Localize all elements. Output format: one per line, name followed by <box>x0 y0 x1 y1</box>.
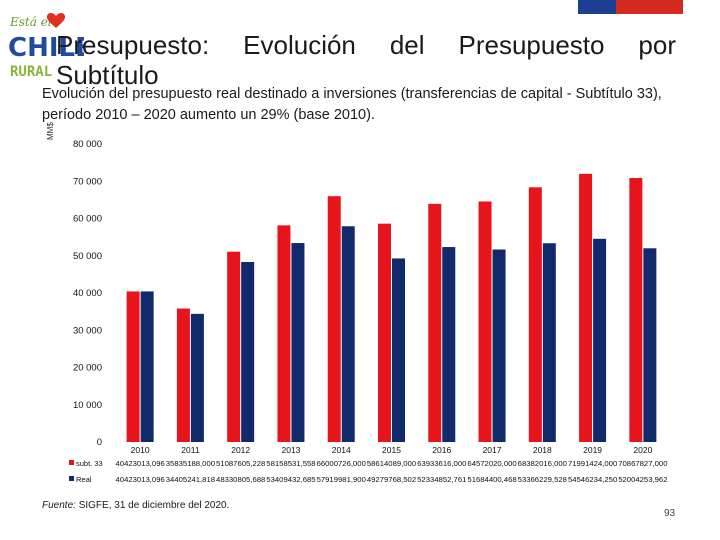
x-tick-label: 2010 <box>131 445 150 455</box>
bar-subt33-2019 <box>579 173 593 442</box>
source-note: Fuente: SIGFE, 31 de diciembre del 2020. <box>42 500 229 511</box>
bar-subt33-2013 <box>277 225 291 442</box>
bar-subt33-2011 <box>176 308 190 442</box>
table-cell: 40423013,096 <box>116 475 165 484</box>
y-tick-label: 40 000 <box>73 288 102 299</box>
y-tick-label: 70 000 <box>73 176 102 187</box>
bar-real-2017 <box>492 249 506 442</box>
chile-flag-stripe <box>578 0 683 14</box>
x-tick-label: 2014 <box>332 445 351 455</box>
table-cell: 53366229,528 <box>518 475 567 484</box>
x-tick-label: 2017 <box>483 445 502 455</box>
table-cell: 71991424,000 <box>568 459 617 468</box>
y-tick-label: 30 000 <box>73 325 102 336</box>
bar-subt33-2015 <box>378 223 391 442</box>
table-cell: 53409432,685 <box>266 475 315 484</box>
bar-subt33-2018 <box>528 187 542 442</box>
page-title: Presupuesto: Evolución del Presupuesto p… <box>56 30 676 90</box>
y-tick-label: 80 000 <box>73 139 102 150</box>
bar-subt33-2010 <box>126 291 140 442</box>
logo-bottom-text: RURAL <box>10 64 52 80</box>
table-cell: 35835188,000 <box>166 459 215 468</box>
y-tick-label: 60 000 <box>73 214 102 225</box>
x-tick-label: 2018 <box>533 445 552 455</box>
bar-real-2018 <box>542 243 556 442</box>
bar-subt33-2012 <box>227 251 241 442</box>
bar-real-2016 <box>442 247 456 442</box>
bar-real-2010 <box>140 291 154 442</box>
chile-rural-logo: Está el CHILE RURAL <box>8 13 84 80</box>
table-cell: 51684400,468 <box>467 475 516 484</box>
bar-subt33-2016 <box>428 203 442 442</box>
table-cell: 54546234,250 <box>568 475 617 484</box>
x-tick-label: 2019 <box>583 445 602 455</box>
table-cell: 40423013,096 <box>116 459 165 468</box>
table-cell: 48330805,688 <box>216 475 265 484</box>
y-tick-label: 0 <box>97 437 102 448</box>
bar-real-2013 <box>291 243 305 442</box>
logo-main-text: CHILE <box>8 33 84 63</box>
flag-blue-band <box>578 0 616 14</box>
legend-swatch-subt33 <box>69 460 74 465</box>
x-tick-label: 2015 <box>382 445 401 455</box>
bar-real-2020 <box>643 248 657 442</box>
table-cell: 57919981,900 <box>317 475 366 484</box>
bar-real-2019 <box>593 238 607 442</box>
table-cell: 51087605,228 <box>216 459 265 468</box>
bar-subt33-2017 <box>478 201 492 442</box>
x-tick-label: 2013 <box>281 445 300 455</box>
table-cell: 70867827,000 <box>618 459 667 468</box>
table-cell: 68382016,000 <box>518 459 567 468</box>
y-tick-label: 20 000 <box>73 363 102 374</box>
bar-real-2012 <box>241 261 255 442</box>
table-cell: 49279768,502 <box>367 475 416 484</box>
x-tick-label: 2016 <box>432 445 451 455</box>
table-cell: 34405241,818 <box>166 475 215 484</box>
y-tick-label: 50 000 <box>73 251 102 262</box>
legend-label: Real <box>76 475 92 484</box>
bar-real-2015 <box>392 258 405 442</box>
source-label: Fuente: <box>42 500 76 511</box>
source-text: SIGFE, 31 de diciembre del 2020. <box>75 500 230 511</box>
legend-swatch-real <box>69 476 74 481</box>
x-tick-label: 2011 <box>181 445 200 455</box>
bar-subt33-2020 <box>629 178 643 442</box>
table-cell: 52334852,761 <box>417 475 466 484</box>
flag-red-band <box>616 0 683 14</box>
bar-subt33-2014 <box>327 196 341 442</box>
table-cell: 63933616,000 <box>417 459 466 468</box>
page-subtitle: Evolución del presupuesto real destinado… <box>42 86 662 123</box>
legend-label: subt. 33 <box>76 459 103 468</box>
bar-real-2014 <box>341 226 355 442</box>
table-cell: 66000726,000 <box>317 459 366 468</box>
heart-icon <box>46 13 66 28</box>
logo-top-text: Está el <box>9 15 52 29</box>
table-cell: 64572020,000 <box>467 459 516 468</box>
y-tick-label: 10 000 <box>73 400 102 411</box>
table-cell: 52004253,962 <box>618 475 667 484</box>
bar-real-2011 <box>190 313 204 442</box>
table-cell: 58614089,000 <box>367 459 416 468</box>
page-number: 93 <box>664 508 676 519</box>
x-tick-label: 2020 <box>633 445 652 455</box>
x-tick-label: 2012 <box>231 445 250 455</box>
table-cell: 58158531,558 <box>266 459 315 468</box>
